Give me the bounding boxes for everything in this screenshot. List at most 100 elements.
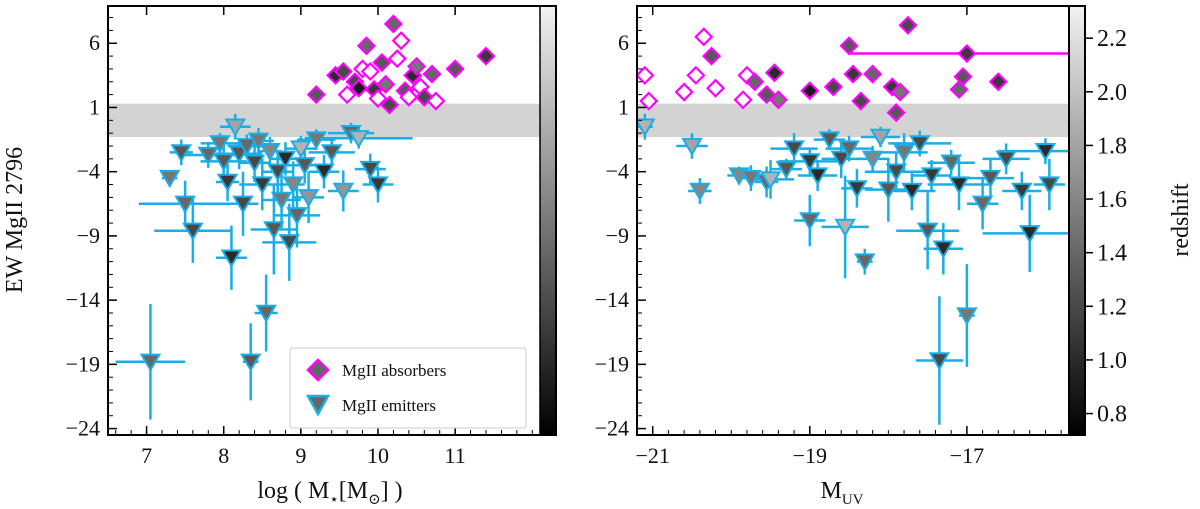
emitter-point [928, 352, 951, 371]
absorber-point [705, 78, 726, 98]
absorber-point [863, 64, 883, 84]
colorbar-tick-label: 0.8 [1097, 402, 1127, 428]
emitter-point [971, 195, 994, 214]
emitter-point [956, 307, 978, 326]
colorbar-tick-label: 1.8 [1097, 133, 1127, 159]
emitter-point [313, 163, 335, 182]
absorber-point [372, 52, 392, 73]
colorbar-tick-label: 1.6 [1097, 187, 1127, 213]
emitter-point [286, 207, 308, 226]
emitter-point [995, 150, 1017, 169]
emitter-point [869, 128, 892, 148]
emitter-point [893, 144, 915, 163]
emitter-point [263, 221, 285, 240]
colorbar-tick-label: 1.0 [1097, 348, 1127, 374]
emitter-point [255, 304, 277, 324]
emitter-point [1018, 225, 1041, 244]
emitter-point [940, 154, 962, 173]
ew-band-right [637, 103, 1069, 138]
absorber-point [757, 85, 777, 105]
emitter-point [243, 154, 266, 173]
emitter-point [212, 153, 235, 172]
y-tick-label: −9 [77, 223, 100, 248]
emitter-point [637, 118, 656, 137]
absorber-point [422, 64, 442, 84]
absorber-point [337, 85, 357, 105]
absorber-point [674, 82, 694, 102]
emitter-point [681, 137, 703, 157]
x-tick-label: 10 [367, 443, 389, 468]
absorber-point [686, 65, 706, 85]
emitter-point [209, 135, 231, 154]
emitter-point [170, 144, 193, 163]
absorber-point [949, 79, 969, 100]
emitter-point [266, 163, 289, 182]
y-tick-label: −4 [77, 159, 100, 184]
colorbar-strip-left [540, 6, 556, 435]
absorber-point [376, 74, 396, 94]
absorber-point [733, 90, 753, 110]
y-tick-label: 1 [89, 94, 100, 119]
y-tick-label: 1 [618, 94, 629, 119]
legend-emitters-label: MgII emitters [342, 396, 436, 415]
absorber-point [957, 43, 977, 64]
emitter-point [861, 150, 884, 169]
absorber-point [414, 87, 434, 107]
absorber-point [800, 81, 820, 101]
x-tick-label: 9 [295, 443, 306, 468]
emitter-point [948, 176, 970, 195]
absorber-point [306, 85, 326, 105]
emitter-point [174, 195, 196, 214]
panel-uv-magnitude: 6 1 −4 −9 −14 −19 −24−21 −19 −17 MUV [595, 5, 1070, 508]
absorber-point [839, 36, 859, 56]
y-tick-label: −9 [606, 223, 629, 248]
absorber-point [886, 103, 906, 123]
emitter-point [220, 249, 243, 268]
emitter-point [846, 180, 868, 199]
legend-emitter-marker [305, 394, 331, 417]
y-tick-label: −4 [606, 159, 629, 184]
x-tick-label: 7 [141, 443, 152, 468]
absorber-point [391, 31, 411, 51]
absorber-point [882, 77, 902, 97]
y-tick-label: −14 [595, 287, 629, 312]
absorber-point [368, 88, 388, 109]
emitter-point [877, 181, 900, 200]
y-tick-label: −14 [66, 287, 100, 312]
emitter-point [932, 240, 955, 259]
x-tick-label: −17 [950, 443, 984, 468]
emitter-point [838, 140, 860, 159]
absorber-point [768, 90, 788, 110]
absorber-point [764, 63, 785, 83]
colorbar-gradient [1068, 5, 1086, 436]
absorber-point [399, 87, 419, 107]
absorber-point [383, 14, 403, 34]
colorbar: 2.2 2.0 1.8 1.6 1.4 1.2 1.0 0.8 redshift [1068, 5, 1194, 436]
emitter-point [901, 182, 923, 202]
emitter-point [293, 157, 316, 176]
emitter-point [775, 160, 797, 180]
emitter-point [224, 118, 247, 137]
absorber-point [898, 15, 918, 35]
legend-absorber-marker [306, 358, 330, 382]
absorber-point [445, 59, 465, 79]
y-tick-label: −24 [66, 416, 100, 441]
emitter-point [689, 182, 711, 202]
emitter-point [158, 169, 181, 189]
absorber-point [694, 27, 714, 47]
emitter-point [251, 176, 274, 195]
emitter-point [182, 222, 204, 241]
absorber-point [843, 64, 863, 84]
emitter-point [367, 176, 389, 195]
emitter-point [920, 167, 943, 186]
y-tick-label: −24 [595, 416, 629, 441]
panel-stellar-mass: 6 1 −4 −9 −14 −19 −24 7 8 9 10 11 log ( M⋆[M⊙] ) Mg… [66, 5, 557, 508]
emitter-point [1034, 142, 1057, 162]
absorber-point [702, 46, 722, 66]
y-tick-label: 6 [89, 30, 100, 55]
x-tick-label: 8 [218, 443, 229, 468]
absorber-point [426, 91, 446, 111]
emitter-point [239, 353, 262, 372]
emitter-point [359, 160, 382, 180]
emitter-point [916, 222, 939, 241]
